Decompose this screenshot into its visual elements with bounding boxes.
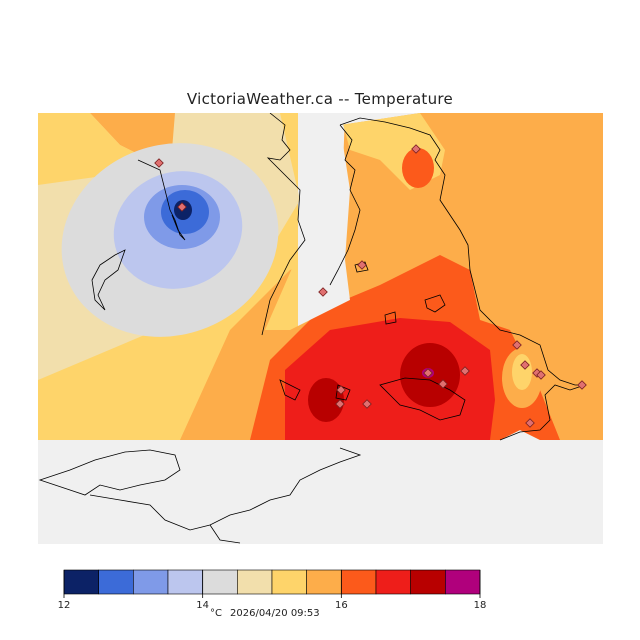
- legend-swatch: [167, 569, 203, 595]
- legend-swatch: [133, 569, 169, 595]
- station-marker: [460, 366, 470, 376]
- station-marker: [536, 370, 546, 380]
- legend-tick-label: 16: [335, 600, 348, 611]
- unit-label: °C: [210, 608, 222, 619]
- temp-band-darkred-west: [308, 378, 344, 422]
- no-data-area-south: [38, 440, 603, 544]
- legend-swatch: [237, 569, 273, 595]
- temp-band-red-orange-top: [402, 148, 434, 188]
- station-marker: [411, 144, 421, 154]
- station-marker: [318, 287, 328, 297]
- legend-swatch: [306, 569, 342, 595]
- legend-swatch: [410, 569, 446, 595]
- station-marker: [577, 380, 587, 390]
- legend-swatch: [98, 569, 134, 595]
- legend-tick-label: 14: [196, 600, 209, 611]
- station-marker: [336, 385, 346, 395]
- legend-tick-label: 12: [58, 600, 71, 611]
- station-marker: [335, 399, 345, 409]
- station-marker: [512, 340, 522, 350]
- weather-stations: [154, 144, 587, 428]
- station-marker: [520, 360, 530, 370]
- station-marker: [154, 158, 164, 168]
- map-title: VictoriaWeather.ca -- Temperature: [186, 90, 454, 108]
- legend-swatch: [63, 569, 99, 595]
- station-marker: [525, 418, 535, 428]
- station-marker: [177, 202, 187, 212]
- station-marker: [438, 379, 448, 389]
- legend-swatch: [202, 569, 238, 595]
- legend-swatch: [341, 569, 377, 595]
- station-marker: [357, 260, 367, 270]
- coastlines: [38, 113, 586, 544]
- timestamp: 2026/04/20 09:53: [230, 608, 320, 619]
- legend-swatch: [271, 569, 307, 595]
- legend-swatch: [445, 569, 481, 595]
- station-marker: [423, 368, 433, 378]
- station-marker: [362, 399, 372, 409]
- legend-tick-label: 18: [474, 600, 487, 611]
- legend-swatch: [375, 569, 411, 595]
